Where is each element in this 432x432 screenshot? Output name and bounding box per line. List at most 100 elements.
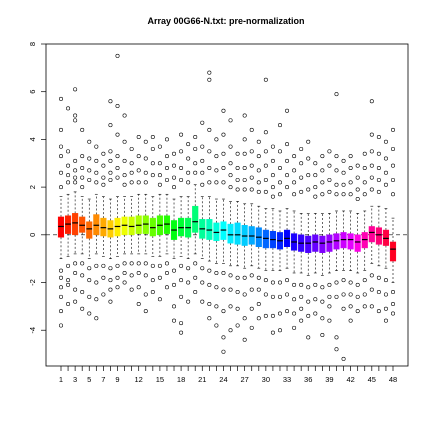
outlier-point — [150, 263, 155, 268]
outlier-point — [383, 156, 388, 161]
outlier-point — [58, 285, 63, 290]
outlier-point — [58, 275, 63, 280]
outlier-point — [383, 306, 388, 311]
outlier-point — [249, 149, 254, 154]
box-group — [389, 127, 397, 316]
box-group — [199, 120, 206, 304]
outlier-point — [348, 318, 353, 323]
outlier-point — [348, 180, 353, 185]
outlier-point — [122, 158, 127, 163]
outlier-point — [150, 278, 155, 283]
outlier-point — [228, 287, 233, 292]
outlier-point — [87, 139, 92, 144]
outlier-point — [285, 309, 290, 314]
outlier-point — [327, 163, 332, 168]
y-axis: -4 -2 0 2 4 6 8 — [28, 42, 46, 334]
box-group — [107, 99, 114, 304]
outlier-point — [228, 144, 233, 149]
outlier-point — [207, 316, 212, 321]
outlier-point — [242, 275, 247, 280]
outlier-point — [235, 275, 240, 280]
outlier-point — [320, 180, 325, 185]
outlier-point — [122, 173, 127, 178]
outlier-point — [179, 149, 184, 154]
outlier-point — [172, 163, 177, 168]
box-group — [276, 123, 284, 333]
box-group — [291, 154, 298, 330]
outlier-point — [256, 168, 261, 173]
outlier-point — [136, 285, 141, 290]
outlier-point — [376, 290, 381, 295]
outlier-point — [327, 189, 332, 194]
outlier-point — [143, 273, 148, 278]
outlier-point — [228, 304, 233, 309]
outlier-point — [263, 177, 268, 182]
outlier-point — [270, 144, 275, 149]
outlier-point — [263, 292, 268, 297]
box-body — [227, 223, 234, 244]
outlier-point — [108, 149, 113, 154]
box-group — [283, 108, 291, 314]
outlier-point — [58, 127, 63, 132]
box-group — [312, 161, 319, 316]
outlier-point — [334, 335, 339, 340]
outlier-point — [193, 135, 198, 140]
outlier-point — [150, 146, 155, 151]
outlier-point — [157, 173, 162, 178]
box-body — [312, 234, 319, 252]
outlier-point — [249, 287, 254, 292]
outlier-point — [207, 77, 212, 82]
outlier-point — [383, 139, 388, 144]
outlier-point — [108, 278, 113, 283]
outlier-point — [172, 151, 177, 156]
box-body — [72, 213, 79, 236]
outlier-point — [143, 139, 148, 144]
outlier-point — [164, 285, 169, 290]
outlier-point — [157, 263, 162, 268]
outlier-point — [150, 135, 155, 140]
outlier-point — [58, 268, 63, 273]
outlier-point — [87, 311, 92, 316]
outlier-point — [390, 177, 395, 182]
outlier-point — [299, 306, 304, 311]
box-body — [347, 233, 354, 250]
outlier-point — [73, 299, 78, 304]
outlier-point — [313, 161, 318, 166]
outlier-point — [207, 282, 212, 287]
box-group — [178, 132, 185, 335]
outlier-point — [277, 180, 282, 185]
x-tick-label: 33 — [283, 375, 291, 384]
outlier-point — [228, 161, 233, 166]
outlier-point — [277, 149, 282, 154]
outlier-point — [115, 154, 120, 159]
outlier-point — [376, 151, 381, 156]
outlier-point — [80, 175, 85, 180]
outlier-point — [122, 261, 127, 266]
outlier-point — [285, 108, 290, 113]
outlier-point — [320, 192, 325, 197]
outlier-point — [200, 266, 205, 271]
outlier-point — [292, 325, 297, 330]
outlier-point — [221, 287, 226, 292]
outlier-point — [376, 275, 381, 280]
outlier-point — [341, 292, 346, 297]
y-tick-label: -4 — [28, 327, 37, 334]
outlier-point — [327, 177, 332, 182]
outlier-point — [101, 163, 106, 168]
outlier-point — [80, 273, 85, 278]
outlier-point — [334, 168, 339, 173]
outlier-point — [179, 132, 184, 137]
outlier-point — [66, 263, 71, 268]
outlier-point — [94, 180, 99, 185]
outlier-point — [58, 294, 63, 299]
outlier-point — [249, 325, 254, 330]
outlier-point — [200, 170, 205, 175]
box-group — [192, 135, 199, 295]
outlier-point — [164, 270, 169, 275]
outlier-point — [122, 113, 127, 118]
outlier-point — [334, 294, 339, 299]
box-body — [354, 234, 361, 252]
outlier-point — [376, 189, 381, 194]
outlier-point — [73, 87, 78, 92]
outlier-point — [179, 321, 184, 326]
